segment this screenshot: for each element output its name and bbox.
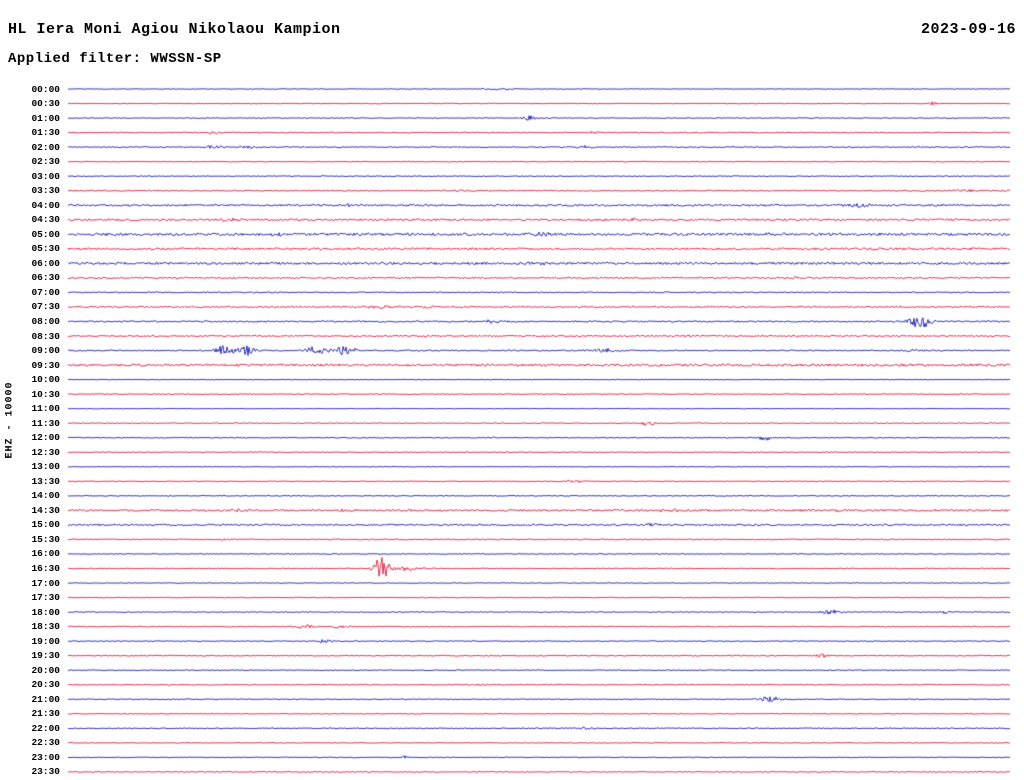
trace-time-label: 13:00 — [31, 461, 60, 473]
trace-time-label: 16:30 — [31, 562, 60, 574]
trace-time-label: 08:00 — [31, 315, 60, 327]
trace-time-label: 10:00 — [31, 374, 60, 386]
trace-time-label: 02:30 — [31, 156, 60, 168]
trace-time-label: 07:30 — [31, 301, 60, 313]
trace-time-label: 12:30 — [31, 446, 60, 458]
trace-time-label: 18:30 — [31, 621, 60, 633]
trace-time-label: 00:30 — [31, 98, 60, 110]
trace-time-label: 07:00 — [31, 286, 60, 298]
trace-time-label: 21:30 — [31, 708, 60, 720]
trace-time-label: 20:30 — [31, 679, 60, 691]
trace-time-label: 22:00 — [31, 722, 60, 734]
trace-time-label: 11:30 — [31, 417, 60, 429]
trace-time-label: 16:00 — [31, 548, 60, 560]
trace-time-label: 00:00 — [31, 83, 60, 95]
trace-time-label: 04:00 — [31, 199, 60, 211]
trace-time-label: 15:00 — [31, 519, 60, 531]
trace-time-label: 21:00 — [31, 693, 60, 705]
trace-time-label: 19:30 — [31, 650, 60, 662]
trace-time-label: 23:00 — [31, 751, 60, 763]
trace-time-label: 11:00 — [31, 403, 60, 415]
trace-time-label: 02:00 — [31, 141, 60, 153]
time-axis-labels: 00:00 00:30 01:00 01:30 02:00 02:30 03:00 03:30… — [0, 0, 63, 780]
trace-time-label: 04:30 — [31, 214, 60, 226]
trace-time-label: 06:30 — [31, 272, 60, 284]
trace-time-label: 08:30 — [31, 330, 60, 342]
trace-time-label: 06:00 — [31, 257, 60, 269]
trace-time-label: 19:00 — [31, 635, 60, 647]
trace-time-label: 12:00 — [31, 432, 60, 444]
trace-time-label: 23:30 — [31, 766, 60, 778]
trace-time-label: 17:00 — [31, 577, 60, 589]
trace-time-label: 09:30 — [31, 359, 60, 371]
trace-time-label: 01:00 — [31, 112, 60, 124]
trace-time-label: 14:30 — [31, 504, 60, 516]
trace-time-label: 18:00 — [31, 606, 60, 618]
trace-time-label: 05:00 — [31, 228, 60, 240]
trace-time-label: 09:00 — [31, 345, 60, 357]
trace-time-label: 17:30 — [31, 592, 60, 604]
trace-time-label: 05:30 — [31, 243, 60, 255]
trace-time-label: 13:30 — [31, 475, 60, 487]
trace-time-label: 03:30 — [31, 185, 60, 197]
trace-time-label: 22:30 — [31, 737, 60, 749]
trace-time-label: 20:00 — [31, 664, 60, 676]
trace-time-label: 10:30 — [31, 388, 60, 400]
trace-time-label: 01:30 — [31, 127, 60, 139]
trace-time-label: 14:00 — [31, 490, 60, 502]
trace-time-label: 03:00 — [31, 170, 60, 182]
trace-time-label: 15:30 — [31, 533, 60, 545]
